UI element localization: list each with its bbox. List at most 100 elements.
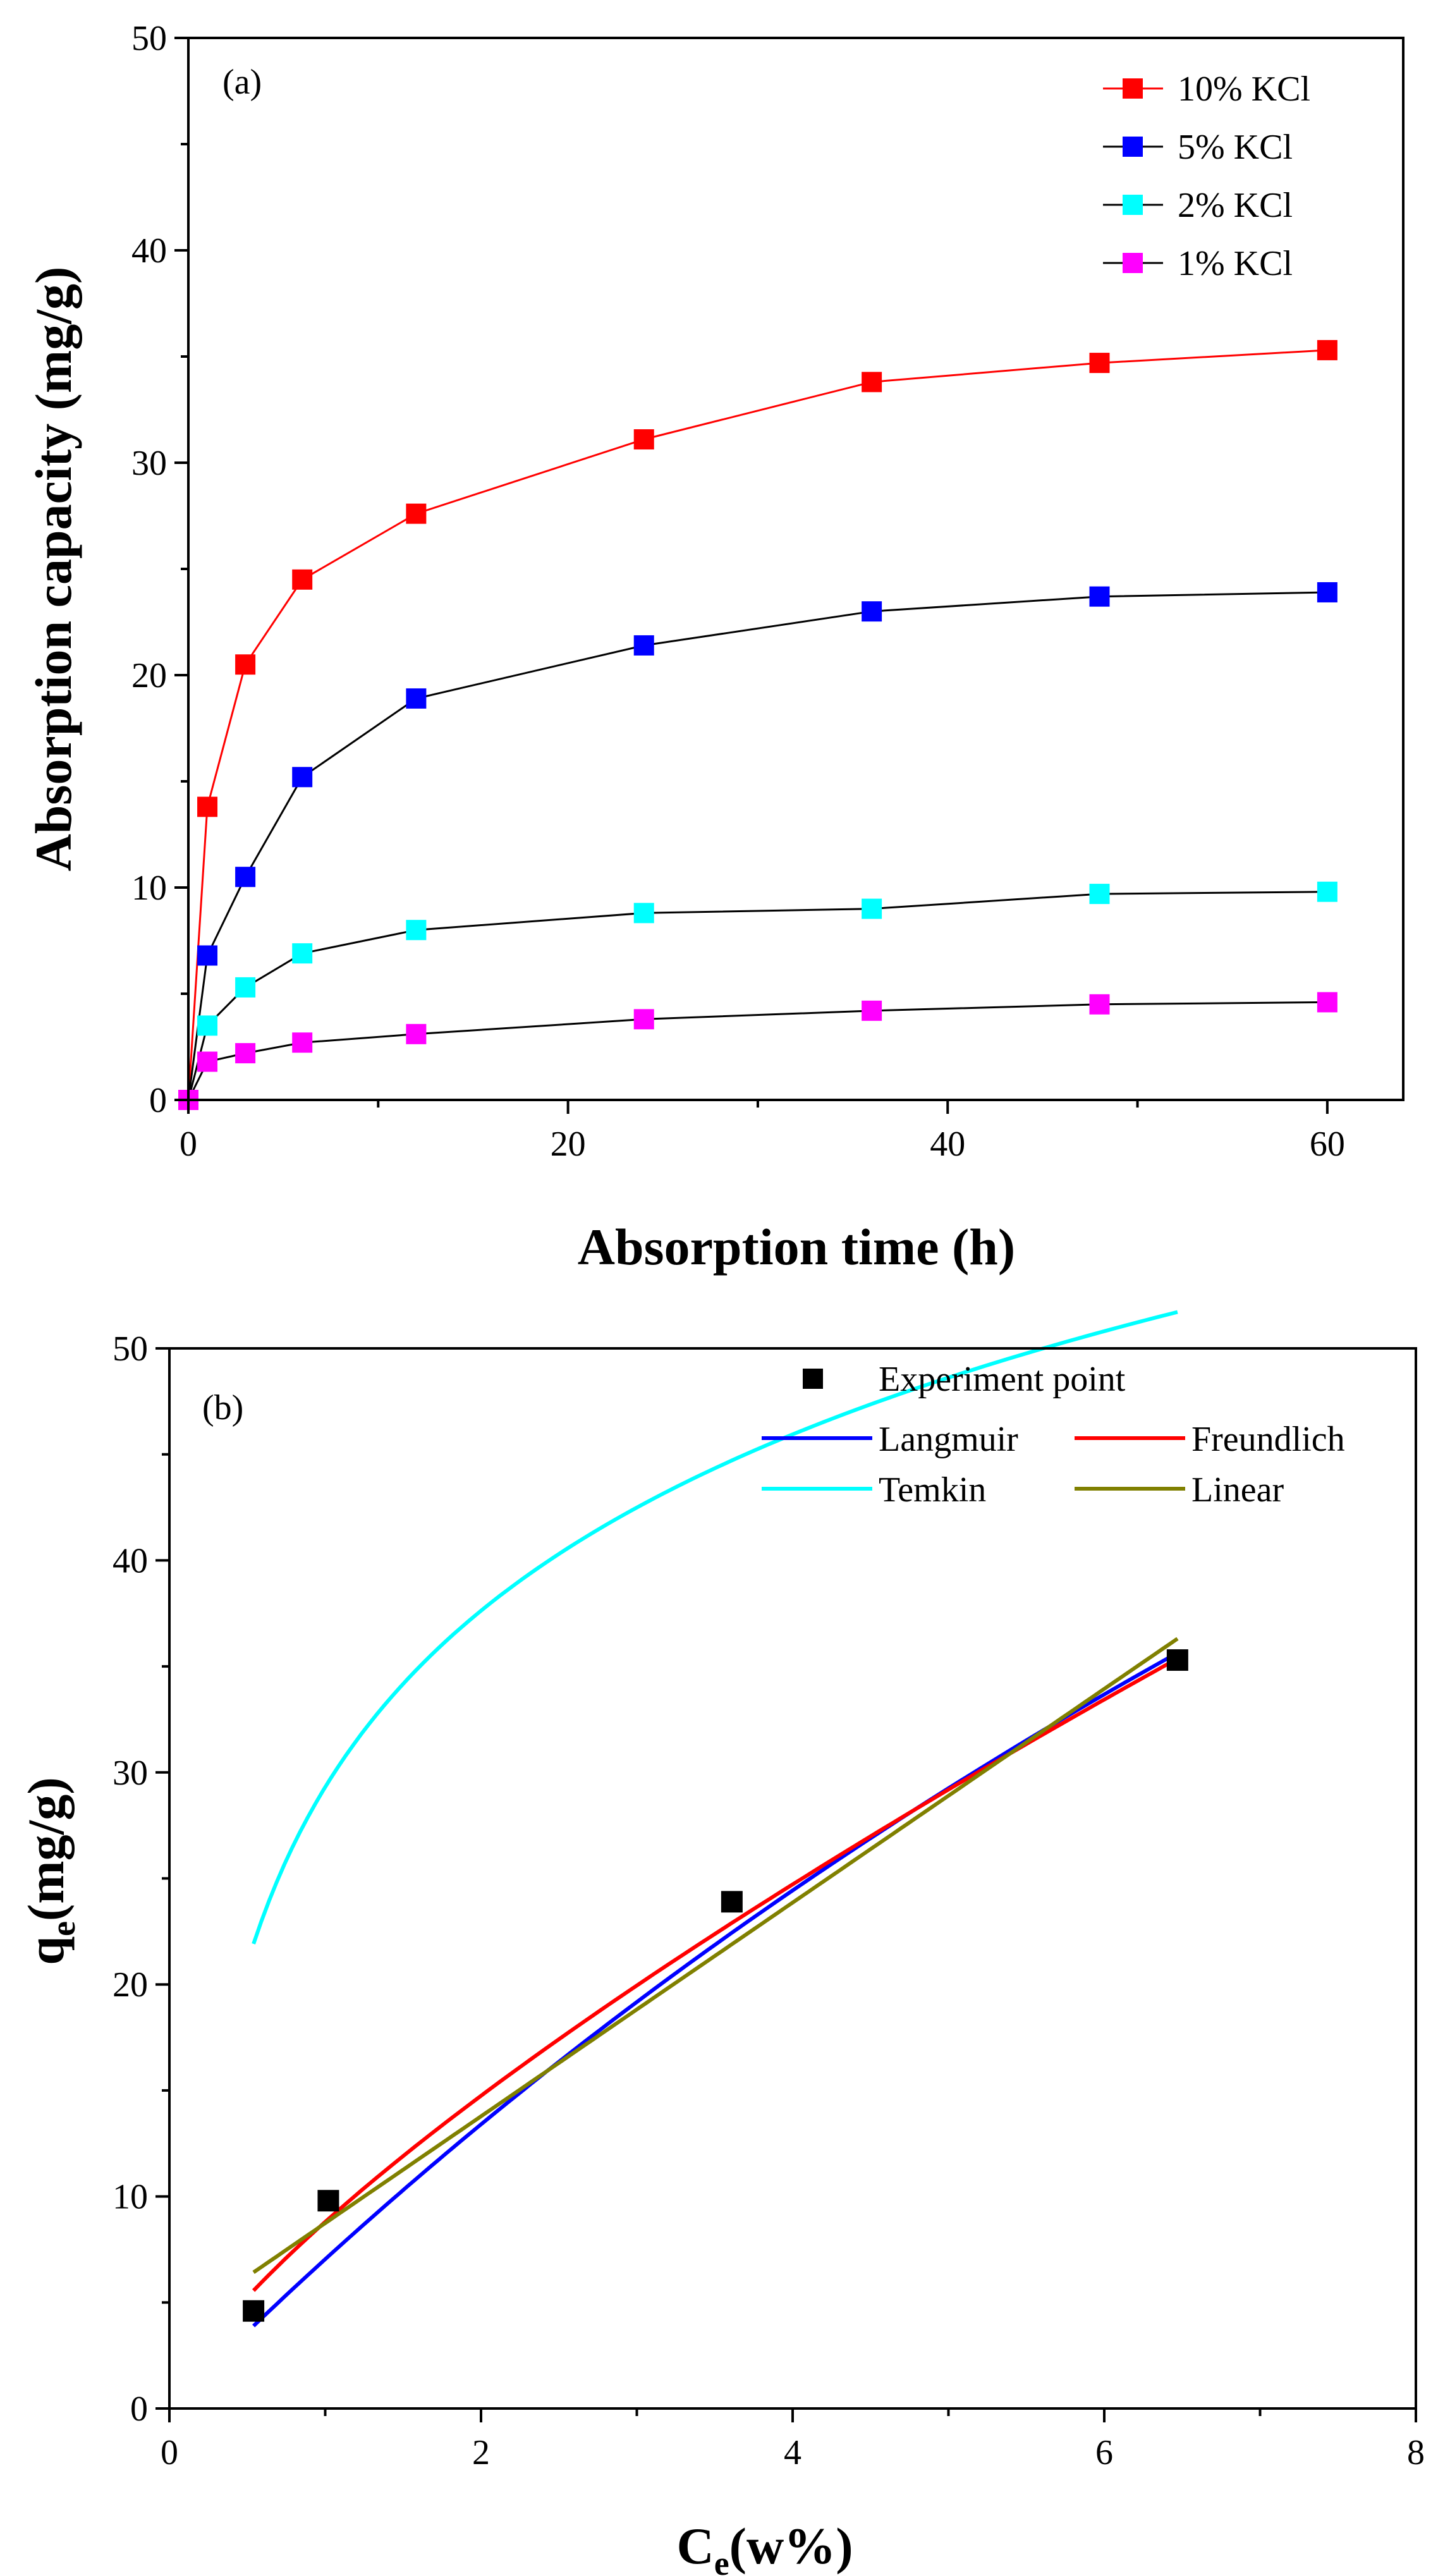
legend-label: Temkin bbox=[879, 1470, 986, 1510]
panel-b-legend: Experiment point Langmuir Freundlich Temkin… bbox=[762, 1360, 1345, 1510]
panel-b-y-tick-label: 30 bbox=[113, 1754, 148, 1793]
panel-b-x-axis-title-rest: (w%) bbox=[729, 2517, 853, 2575]
panel-b-x-tick-label: 8 bbox=[1407, 2433, 1425, 2472]
data-point bbox=[406, 1023, 427, 1044]
legend-marker bbox=[1123, 78, 1143, 99]
fit-curve-freundlich bbox=[252, 1657, 1179, 2292]
panel-b-y-tick-label: 0 bbox=[130, 2390, 148, 2429]
panel-b-x-tick-label: 6 bbox=[1095, 2433, 1113, 2472]
data-point bbox=[1317, 881, 1337, 902]
legend-label: 10% KCl bbox=[1178, 70, 1310, 109]
panel-a-y-tick-label: 40 bbox=[131, 231, 167, 271]
data-point bbox=[292, 943, 313, 964]
legend-marker bbox=[803, 1369, 823, 1389]
panel-b-fit-curves bbox=[252, 1310, 1179, 2328]
panel-a-x-tick-label: 20 bbox=[551, 1125, 586, 1164]
legend-marker bbox=[1123, 137, 1143, 157]
data-point bbox=[406, 503, 427, 524]
panel-a-chart: 0 20 40 60 0 10 20 30 40 50 10% KCl 5% KCl 2% KCl 1%… bbox=[25, 19, 1404, 1276]
panel-a-y-tick-label: 10 bbox=[131, 869, 167, 908]
data-point bbox=[243, 2300, 265, 2322]
panel-a-label: (a) bbox=[222, 63, 262, 102]
fit-curve-temkin bbox=[252, 1310, 1178, 1944]
data-point bbox=[406, 920, 427, 941]
panel-a-y-axis-title: Absorption capacity (mg/g) bbox=[25, 267, 82, 872]
data-point bbox=[1317, 582, 1337, 602]
data-point bbox=[862, 898, 882, 919]
panel-a-y-tick-label: 20 bbox=[131, 656, 167, 695]
legend-label: Freundlich bbox=[1191, 1420, 1345, 1459]
data-point bbox=[1317, 992, 1337, 1013]
legend-marker bbox=[1123, 253, 1143, 273]
legend-label: 1% KCl bbox=[1178, 244, 1293, 283]
data-point bbox=[1089, 884, 1110, 905]
series-line-10kcl bbox=[187, 349, 1327, 1101]
legend-label: Linear bbox=[1191, 1470, 1284, 1510]
panel-a-x-tick-label: 60 bbox=[1310, 1125, 1345, 1164]
panel-b-y-tick-label: 40 bbox=[113, 1541, 148, 1580]
legend-label: Experiment point bbox=[879, 1360, 1126, 1399]
legend-label: Langmuir bbox=[879, 1420, 1018, 1459]
panel-b-markers bbox=[243, 1649, 1188, 2322]
data-point bbox=[292, 569, 313, 590]
data-point bbox=[721, 1891, 743, 1913]
panel-a-markers bbox=[178, 339, 1337, 1110]
data-point bbox=[292, 1032, 313, 1053]
panel-b-x-axis-title-sub: e bbox=[714, 2544, 729, 2576]
panel-b-label: (b) bbox=[202, 1388, 243, 1427]
panel-a-x-tick-label: 40 bbox=[930, 1125, 965, 1164]
fit-curve-linear bbox=[252, 1637, 1179, 2274]
panel-b-y-axis-title: qe(mg/g) bbox=[17, 1777, 82, 1965]
panel-b-y-axis-title-rest: (mg/g) bbox=[17, 1777, 75, 1921]
data-point bbox=[1089, 353, 1110, 374]
legend-marker bbox=[1123, 195, 1143, 215]
panel-b-x-axis-title: Ce(w%) bbox=[676, 2517, 853, 2576]
data-point bbox=[197, 1015, 218, 1036]
panel-a-x-tick-label: 0 bbox=[180, 1125, 197, 1164]
data-point bbox=[633, 1009, 654, 1030]
panel-b-y-tick-label: 20 bbox=[113, 1965, 148, 2005]
panel-a-series-lines bbox=[187, 349, 1327, 1101]
data-point bbox=[633, 635, 654, 656]
panel-b-chart: 0 2 4 6 8 0 10 20 30 40 50 Experiment point Langmui… bbox=[17, 1310, 1425, 2576]
data-point bbox=[1166, 1649, 1188, 1671]
panel-a-y-tick-label: 50 bbox=[131, 19, 167, 58]
panel-b-x-tick-label: 4 bbox=[784, 2433, 801, 2472]
data-point bbox=[197, 945, 218, 966]
panel-a-axes: 0 20 40 60 0 10 20 30 40 50 bbox=[131, 19, 1404, 1164]
data-point bbox=[235, 977, 256, 998]
data-point bbox=[1089, 994, 1110, 1015]
data-point bbox=[1317, 339, 1337, 360]
data-point bbox=[197, 1051, 218, 1072]
panel-b-x-tick-label: 0 bbox=[161, 2433, 178, 2472]
panel-b-y-axis-title-sub: e bbox=[44, 1921, 82, 1936]
panel-a-y-tick-label: 30 bbox=[131, 444, 167, 483]
panel-b-x-tick-label: 2 bbox=[472, 2433, 490, 2472]
data-point bbox=[862, 1000, 882, 1021]
series-line-2kcl bbox=[187, 891, 1327, 1101]
legend-label: 2% KCl bbox=[1178, 186, 1293, 225]
series-line-5kcl bbox=[187, 591, 1327, 1101]
panel-b-x-axis-title-main: C bbox=[676, 2517, 714, 2575]
data-point bbox=[197, 797, 218, 817]
series-line-1kcl bbox=[187, 1001, 1327, 1101]
data-point bbox=[235, 654, 256, 675]
data-point bbox=[862, 372, 882, 393]
legend-label: 5% KCl bbox=[1178, 128, 1293, 167]
data-point bbox=[292, 767, 313, 788]
data-point bbox=[317, 2190, 339, 2212]
panel-a-x-axis-title: Absorption time (h) bbox=[578, 1218, 1015, 1276]
data-point bbox=[406, 688, 427, 709]
data-point bbox=[1089, 586, 1110, 607]
panel-a-legend: 10% KCl 5% KCl 2% KCl 1% KCl bbox=[1103, 70, 1310, 283]
fit-curve-langmuir bbox=[252, 1651, 1179, 2328]
panel-a-y-tick-label: 0 bbox=[149, 1081, 167, 1120]
panel-b-y-tick-label: 10 bbox=[113, 2178, 148, 2217]
panel-b-y-axis-title-main: q bbox=[17, 1936, 75, 1965]
data-point bbox=[235, 1043, 256, 1064]
data-point bbox=[633, 903, 654, 924]
data-point bbox=[862, 601, 882, 622]
panel-b-axes: 0 2 4 6 8 0 10 20 30 40 50 bbox=[113, 1329, 1425, 2472]
data-point bbox=[633, 429, 654, 450]
